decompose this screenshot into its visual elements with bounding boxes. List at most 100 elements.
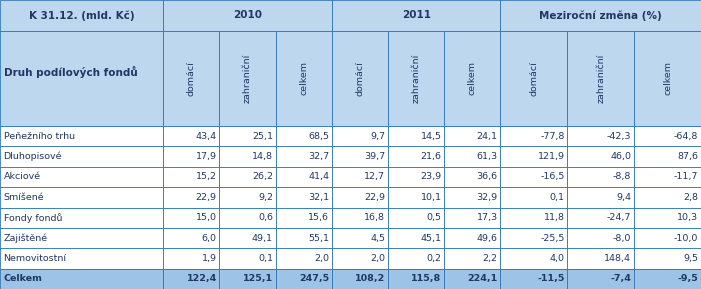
Bar bbox=[444, 268, 501, 289]
Bar bbox=[0, 268, 163, 289]
Text: 122,4: 122,4 bbox=[186, 274, 217, 283]
Bar bbox=[0, 167, 163, 187]
Bar bbox=[567, 208, 634, 228]
Bar bbox=[0, 187, 163, 208]
Bar bbox=[634, 31, 701, 126]
Text: 0,1: 0,1 bbox=[258, 254, 273, 263]
Text: 46,0: 46,0 bbox=[611, 152, 632, 161]
Bar bbox=[567, 248, 634, 268]
Bar bbox=[634, 228, 701, 248]
Bar bbox=[444, 167, 501, 187]
Bar bbox=[219, 208, 275, 228]
Text: celkem: celkem bbox=[299, 62, 308, 95]
Bar bbox=[444, 187, 501, 208]
Text: 247,5: 247,5 bbox=[299, 274, 329, 283]
Bar bbox=[567, 268, 634, 289]
Text: domácí: domácí bbox=[355, 61, 365, 96]
Bar bbox=[219, 126, 275, 146]
Bar bbox=[634, 126, 701, 146]
Bar bbox=[0, 31, 163, 126]
Text: 22,9: 22,9 bbox=[196, 193, 217, 202]
Text: -8,8: -8,8 bbox=[613, 173, 632, 181]
Text: 4,5: 4,5 bbox=[370, 234, 386, 242]
Text: 14,8: 14,8 bbox=[252, 152, 273, 161]
Text: Druh podílových fondů: Druh podílových fondů bbox=[4, 66, 137, 78]
Text: zahraniční: zahraniční bbox=[597, 54, 605, 103]
Text: Dluhopisové: Dluhopisové bbox=[4, 152, 62, 161]
Bar bbox=[332, 167, 388, 187]
Bar bbox=[634, 268, 701, 289]
Text: 49,1: 49,1 bbox=[252, 234, 273, 242]
Bar bbox=[275, 146, 332, 167]
Bar bbox=[0, 228, 163, 248]
Bar bbox=[501, 268, 567, 289]
Text: 45,1: 45,1 bbox=[421, 234, 442, 242]
Text: Nemovitostní: Nemovitostní bbox=[4, 254, 67, 263]
Bar bbox=[163, 0, 332, 31]
Bar bbox=[163, 31, 219, 126]
Bar bbox=[634, 167, 701, 187]
Text: 4,0: 4,0 bbox=[550, 254, 564, 263]
Bar bbox=[219, 31, 275, 126]
Bar bbox=[567, 31, 634, 126]
Text: 224,1: 224,1 bbox=[468, 274, 498, 283]
Text: 10,3: 10,3 bbox=[677, 213, 698, 222]
Text: 23,9: 23,9 bbox=[421, 173, 442, 181]
Bar bbox=[332, 187, 388, 208]
Text: 24,1: 24,1 bbox=[477, 132, 498, 141]
Bar bbox=[219, 228, 275, 248]
Text: Celkem: Celkem bbox=[4, 274, 42, 283]
Bar bbox=[501, 146, 567, 167]
Bar bbox=[388, 228, 444, 248]
Text: 9,2: 9,2 bbox=[258, 193, 273, 202]
Bar bbox=[163, 126, 219, 146]
Bar bbox=[0, 0, 163, 31]
Bar bbox=[332, 146, 388, 167]
Bar bbox=[501, 228, 567, 248]
Bar bbox=[332, 126, 388, 146]
Text: 148,4: 148,4 bbox=[604, 254, 632, 263]
Text: 39,7: 39,7 bbox=[364, 152, 386, 161]
Bar bbox=[163, 228, 219, 248]
Text: 32,1: 32,1 bbox=[308, 193, 329, 202]
Bar bbox=[275, 208, 332, 228]
Bar bbox=[567, 126, 634, 146]
Text: 0,1: 0,1 bbox=[550, 193, 564, 202]
Bar bbox=[332, 268, 388, 289]
Bar bbox=[219, 248, 275, 268]
Text: 15,2: 15,2 bbox=[196, 173, 217, 181]
Bar bbox=[275, 187, 332, 208]
Bar bbox=[332, 248, 388, 268]
Bar bbox=[634, 187, 701, 208]
Text: 26,2: 26,2 bbox=[252, 173, 273, 181]
Text: zahraniční: zahraniční bbox=[243, 54, 252, 103]
Text: Smíšené: Smíšené bbox=[4, 193, 44, 202]
Text: 10,1: 10,1 bbox=[421, 193, 442, 202]
Text: -9,5: -9,5 bbox=[677, 274, 698, 283]
Text: 6,0: 6,0 bbox=[202, 234, 217, 242]
Text: -16,5: -16,5 bbox=[540, 173, 564, 181]
Text: Fondy fondů: Fondy fondů bbox=[4, 213, 62, 223]
Bar bbox=[388, 268, 444, 289]
Bar bbox=[567, 167, 634, 187]
Text: 1,9: 1,9 bbox=[202, 254, 217, 263]
Text: 15,6: 15,6 bbox=[308, 213, 329, 222]
Text: 0,5: 0,5 bbox=[426, 213, 442, 222]
Text: 9,4: 9,4 bbox=[616, 193, 632, 202]
Text: 121,9: 121,9 bbox=[538, 152, 564, 161]
Text: 55,1: 55,1 bbox=[308, 234, 329, 242]
Text: -8,0: -8,0 bbox=[613, 234, 632, 242]
Bar bbox=[0, 146, 163, 167]
Bar bbox=[0, 208, 163, 228]
Bar bbox=[501, 248, 567, 268]
Text: 36,6: 36,6 bbox=[477, 173, 498, 181]
Text: 2,0: 2,0 bbox=[370, 254, 386, 263]
Bar bbox=[634, 248, 701, 268]
Text: Akciové: Akciové bbox=[4, 173, 41, 181]
Text: 11,8: 11,8 bbox=[543, 213, 564, 222]
Text: 32,7: 32,7 bbox=[308, 152, 329, 161]
Text: celkem: celkem bbox=[468, 62, 477, 95]
Text: 12,7: 12,7 bbox=[365, 173, 386, 181]
Bar bbox=[275, 31, 332, 126]
Bar bbox=[332, 31, 388, 126]
